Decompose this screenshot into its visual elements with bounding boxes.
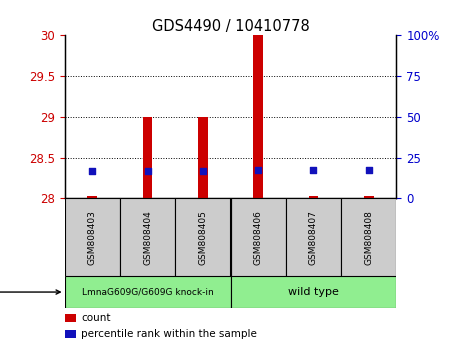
Text: GSM808408: GSM808408 [364, 210, 373, 265]
Bar [175, 198, 230, 276]
Bar [65, 198, 120, 276]
Point [144, 169, 151, 174]
Point [365, 167, 372, 172]
Text: count: count [81, 313, 111, 323]
Text: percentile rank within the sample: percentile rank within the sample [81, 329, 257, 339]
Bar [65, 276, 230, 308]
Bar [142, 117, 153, 198]
Title: GDS4490 / 10410778: GDS4490 / 10410778 [152, 19, 309, 34]
Text: GSM808404: GSM808404 [143, 210, 152, 264]
Bar [364, 196, 374, 198]
Bar [308, 196, 319, 198]
Text: GSM808405: GSM808405 [198, 210, 207, 265]
Bar [230, 198, 286, 276]
Text: LmnaG609G/G609G knock-in: LmnaG609G/G609G knock-in [82, 287, 213, 297]
Bar [87, 196, 97, 198]
Bar [286, 198, 341, 276]
Bar [65, 314, 76, 322]
Text: GSM808403: GSM808403 [88, 210, 97, 265]
Bar [341, 198, 396, 276]
Point [254, 167, 262, 172]
Text: genotype/variation: genotype/variation [0, 287, 60, 297]
Bar [230, 276, 396, 308]
Point [89, 169, 96, 174]
Text: wild type: wild type [288, 287, 339, 297]
Point [199, 169, 207, 174]
Point [310, 167, 317, 172]
Bar [253, 35, 263, 198]
Text: GSM808407: GSM808407 [309, 210, 318, 265]
Text: GSM808406: GSM808406 [254, 210, 263, 265]
Bar [120, 198, 175, 276]
Bar [65, 330, 76, 338]
Bar [198, 117, 208, 198]
